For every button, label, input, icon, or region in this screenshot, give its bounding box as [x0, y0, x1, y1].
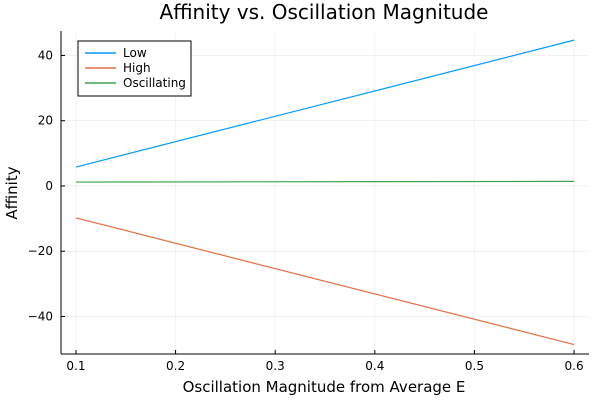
- x-tick-label-2: 0.3: [266, 359, 285, 373]
- ticks: 0.1 0.2 0.3 0.4 0.5 0.6 −40 −20 0 20 40: [28, 48, 584, 373]
- y-tick-label-1: −20: [28, 244, 53, 258]
- series-line-high: [75, 217, 575, 346]
- x-tick-label-4: 0.5: [465, 359, 484, 373]
- x-tick-label-3: 0.4: [365, 359, 384, 373]
- series-line-oscillating: [75, 180, 575, 183]
- chart-title: Affinity vs. Oscillation Magnitude: [160, 0, 489, 24]
- axes: [60, 31, 589, 355]
- legend-label-high: High: [123, 61, 151, 75]
- x-tick-label-0: 0.1: [66, 359, 85, 373]
- series-line-low: [75, 39, 575, 168]
- y-axis-label: Affinity: [3, 166, 21, 219]
- y-tick-label-3: 20: [38, 114, 53, 128]
- y-tick-label-2: 0: [45, 179, 53, 193]
- y-tick-label-0: −40: [28, 309, 53, 323]
- series-lines: [75, 39, 575, 346]
- x-tick-label-5: 0.6: [565, 359, 584, 373]
- legend-label-oscillating: Oscillating: [123, 76, 186, 90]
- legend-label-low: Low: [123, 46, 147, 60]
- y-tick-label-4: 40: [38, 48, 53, 62]
- x-axis-label: Oscillation Magnitude from Average E: [183, 378, 466, 396]
- x-tick-label-1: 0.2: [166, 359, 185, 373]
